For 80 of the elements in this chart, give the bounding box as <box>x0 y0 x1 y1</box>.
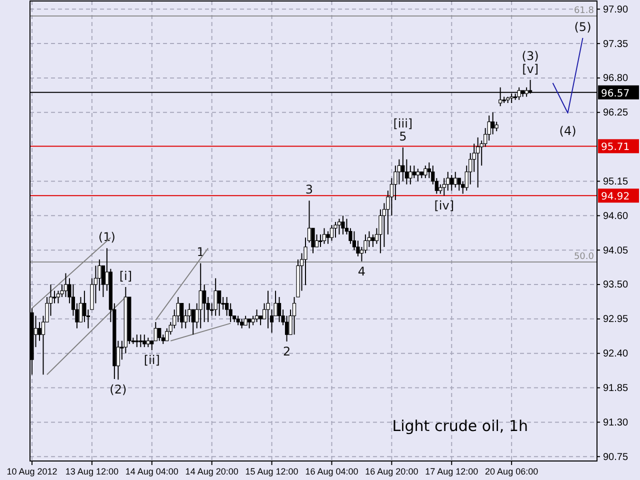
y-tick-label: 93.50 <box>603 280 628 291</box>
ref-line-label: 94.92 <box>601 192 630 203</box>
annotation: 3 <box>305 182 314 197</box>
candlestick <box>341 215 345 235</box>
candlestick <box>214 278 218 316</box>
candlestick <box>38 322 42 342</box>
candlestick <box>218 290 222 316</box>
x-tick-label: 14 Aug 20:00 <box>185 466 238 476</box>
x-tick-label: 16 Aug 20:00 <box>365 466 418 476</box>
candlestick <box>491 112 495 135</box>
candlestick <box>334 221 338 238</box>
candlestick <box>457 178 461 192</box>
candlestick <box>64 272 68 298</box>
candlestick <box>142 334 146 348</box>
candlestick <box>244 315 248 326</box>
y-tick-label: 91.30 <box>603 417 628 428</box>
candlestick <box>454 171 458 188</box>
annotation: (5) <box>574 20 592 34</box>
annotation: (4) <box>559 124 576 138</box>
annotation: [i] <box>119 269 132 284</box>
candlestick <box>236 315 240 326</box>
candlestick <box>138 334 142 348</box>
y-tick-label: 94.05 <box>603 245 628 256</box>
candlestick <box>330 224 334 242</box>
candlestick <box>494 121 498 132</box>
candlestick <box>412 165 416 179</box>
x-tick-label: 17 Aug 12:00 <box>425 466 478 476</box>
candlestick <box>248 318 252 329</box>
candlestick <box>322 228 326 244</box>
y-tick-label: 97.35 <box>603 38 628 50</box>
y-tick-label: 91.85 <box>603 382 628 394</box>
annotation: [iv] <box>434 198 454 213</box>
annotation: 61.8 <box>574 6 594 16</box>
annotation: Light crude oil, 1h <box>392 417 528 435</box>
y-tick-label: 92.40 <box>603 348 628 360</box>
x-tick-label: 14 Aug 04:00 <box>125 466 178 476</box>
candlestick <box>135 334 139 348</box>
candlestick <box>277 296 282 323</box>
y-tick-label: 94.60 <box>603 210 628 222</box>
candlestick <box>450 174 454 192</box>
annotation: (1) <box>98 230 116 244</box>
ref-line-label: 95.71 <box>601 142 630 154</box>
candlestick <box>266 290 270 329</box>
annotation: 2 <box>282 344 291 358</box>
annotation: (3) [v] <box>522 48 539 76</box>
y-tick-label: 96.25 <box>603 108 628 119</box>
candlestick <box>202 284 206 323</box>
y-tick-label: 90.75 <box>603 452 628 463</box>
candlestick <box>408 165 412 185</box>
candlestick <box>326 230 330 244</box>
candlestick <box>52 290 56 304</box>
x-tick-label: 10 Aug 2012 <box>6 466 58 476</box>
x-tick-label: 15 Aug 12:00 <box>245 466 298 476</box>
y-tick-label: 92.95 <box>603 314 628 326</box>
x-tick-label: 20 Aug 06:00 <box>485 466 538 476</box>
candlestick <box>416 168 420 182</box>
annotation: [ii] <box>144 353 160 368</box>
candlestick <box>255 309 259 323</box>
x-tick-label: 13 Aug 12:00 <box>65 466 118 476</box>
annotation: 4 <box>358 264 366 278</box>
annotation: 1 <box>196 245 204 260</box>
annotation: 50.0 <box>574 252 594 262</box>
candlestick <box>146 337 150 348</box>
annotation: (2) <box>110 382 127 397</box>
candlestick <box>158 328 162 342</box>
y-tick-label: 97.90 <box>603 4 628 16</box>
candlestick <box>240 318 244 329</box>
candlestick <box>337 218 342 235</box>
candlestick <box>446 171 450 192</box>
candlestick <box>476 136 480 188</box>
ref-line-label: 96.57 <box>601 88 630 100</box>
y-tick-label: 96.80 <box>603 73 628 84</box>
candlestick <box>401 146 405 182</box>
candlestick <box>371 234 375 248</box>
y-tick-label: 95.15 <box>603 176 628 188</box>
candlestick <box>198 262 202 329</box>
candlestick <box>424 165 428 179</box>
candlestick <box>154 322 158 342</box>
annotation: [iii] 5 <box>393 116 413 144</box>
x-tick-label: 16 Aug 04:00 <box>305 466 358 476</box>
